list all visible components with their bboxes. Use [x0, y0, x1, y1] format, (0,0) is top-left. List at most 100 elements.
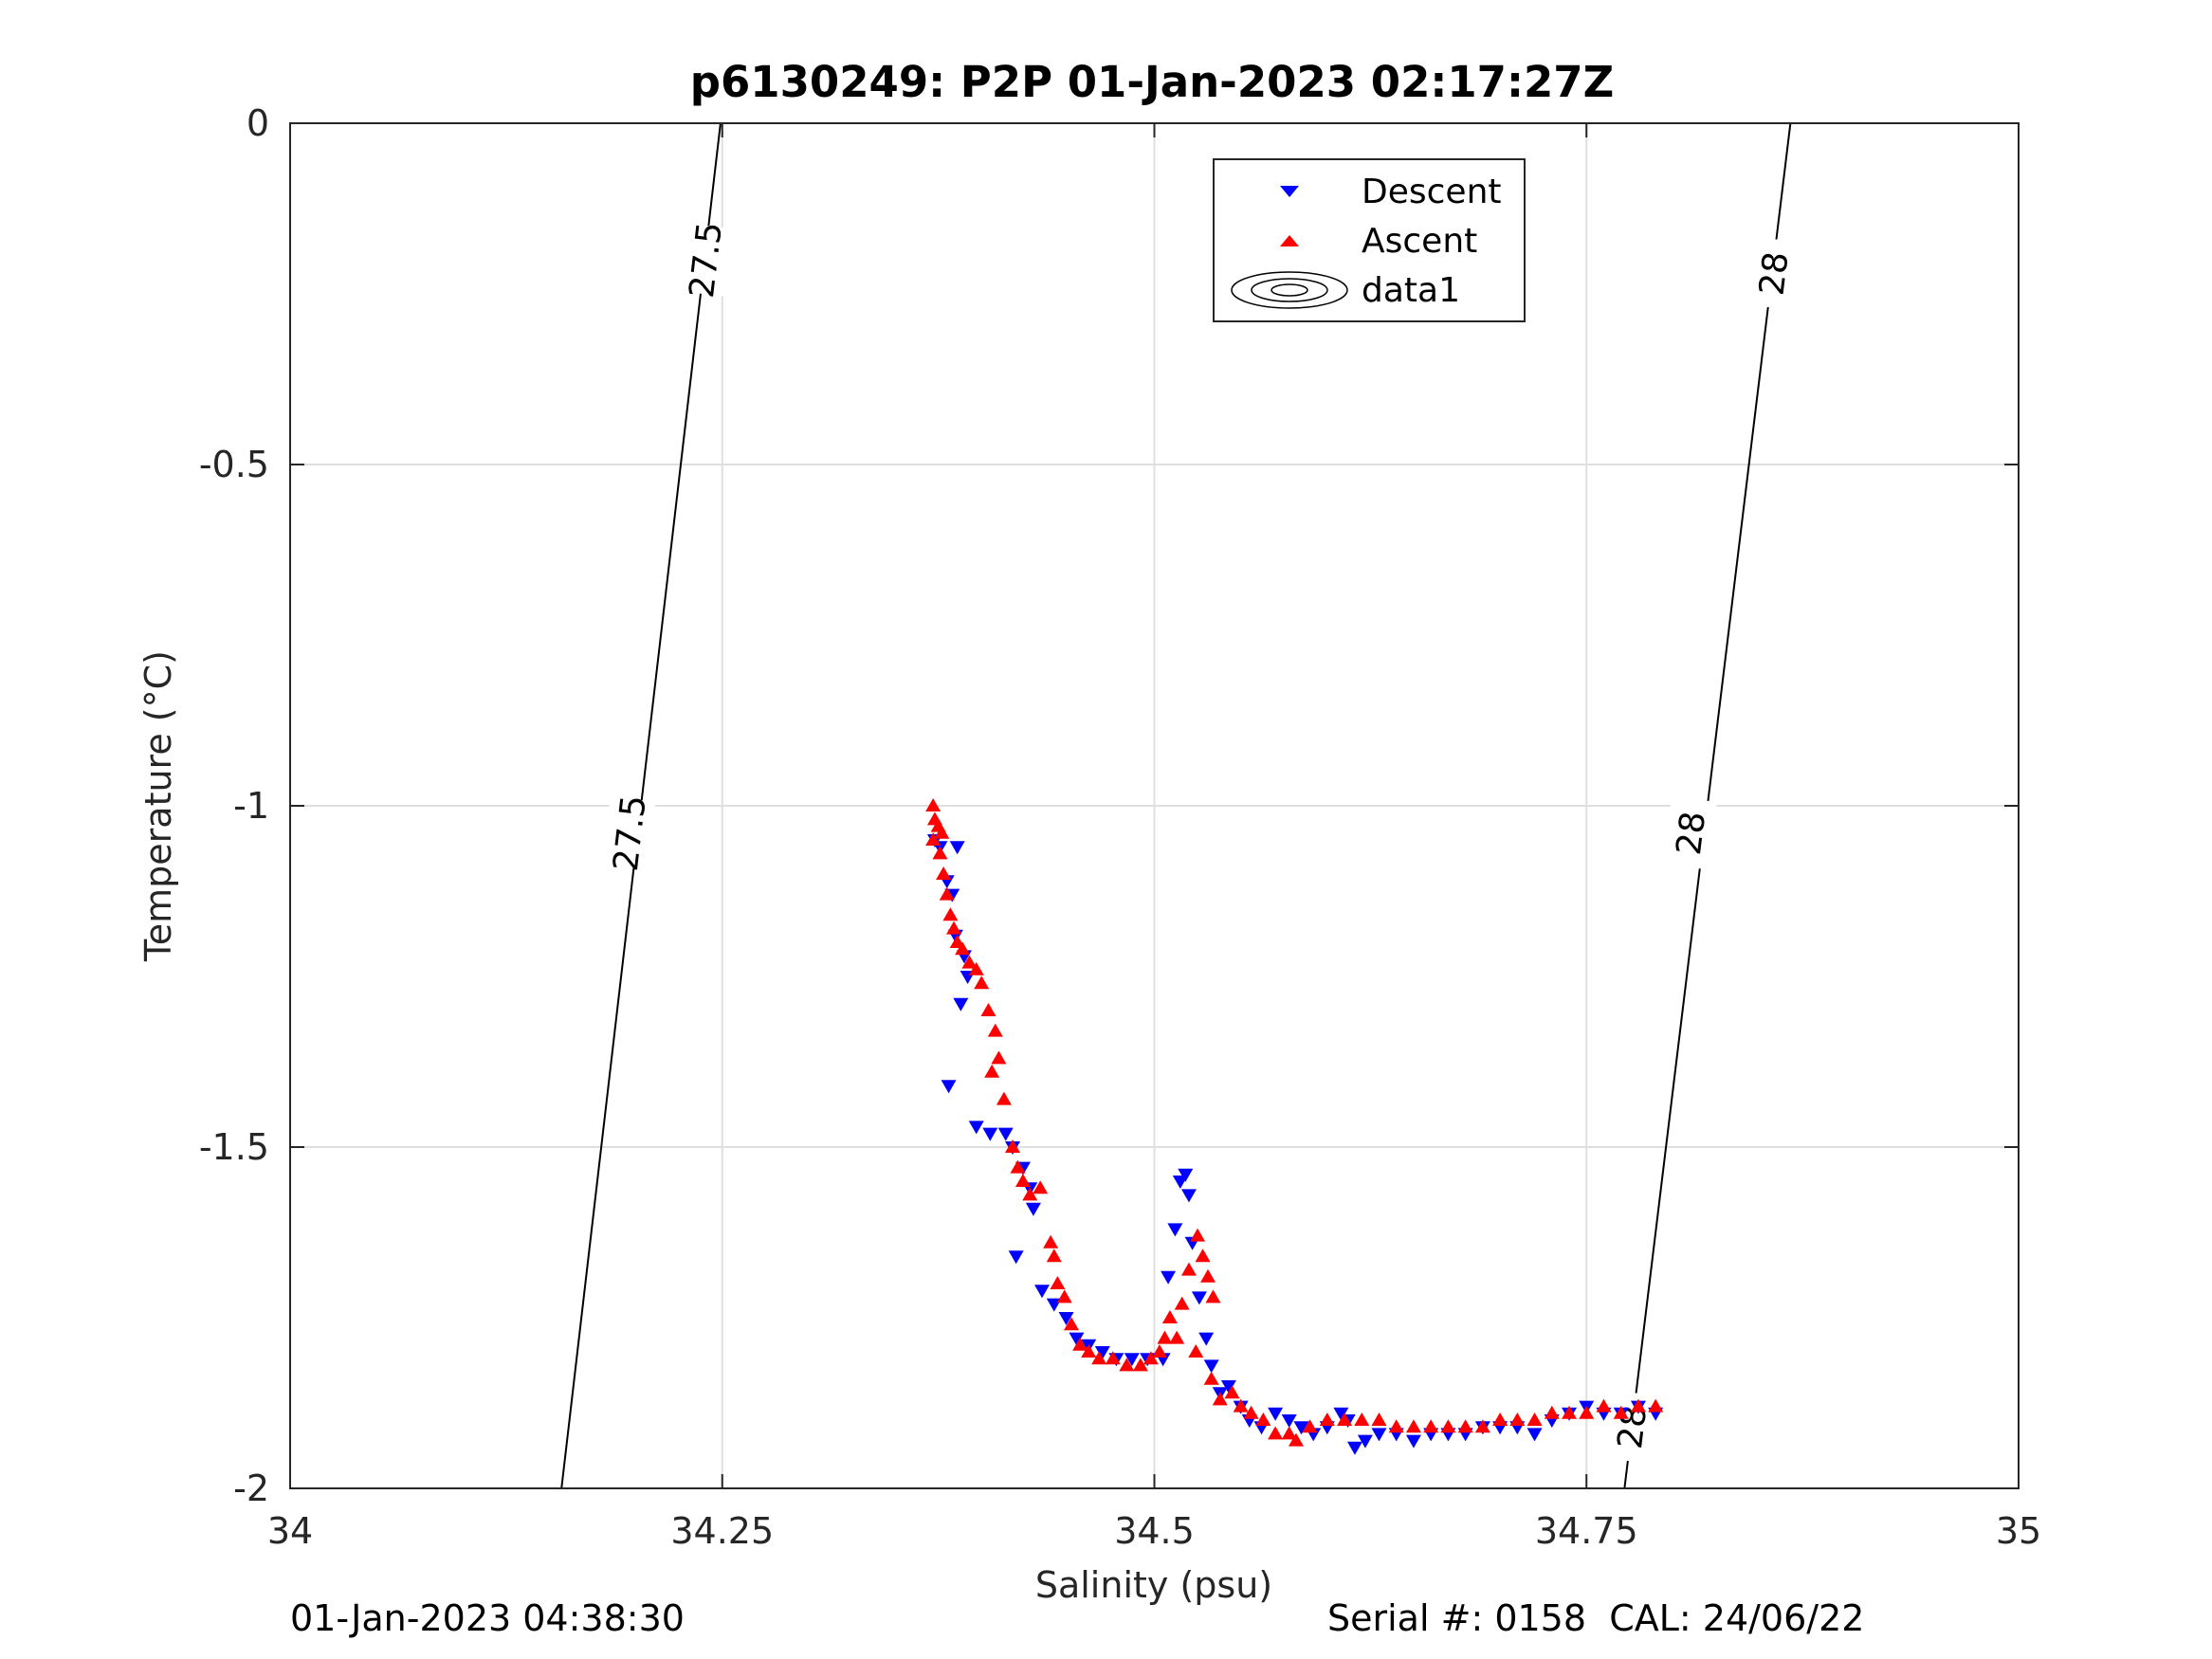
- ascent-point: [1405, 1419, 1421, 1433]
- x-tick-label: 34.5: [1114, 1510, 1195, 1552]
- ascent-point: [1190, 1228, 1206, 1242]
- ascent-point: [1081, 1344, 1097, 1358]
- ascent-point: [1005, 1139, 1021, 1153]
- ascent-point: [996, 1091, 1012, 1105]
- ascent-point: [1050, 1276, 1066, 1289]
- descent-point: [982, 1127, 998, 1141]
- ascent-point: [1195, 1249, 1211, 1263]
- ascent-point: [1119, 1358, 1135, 1372]
- ascent-point: [1281, 1426, 1297, 1440]
- ascent-point: [1205, 1289, 1221, 1304]
- ascent-point: [1200, 1268, 1216, 1283]
- descent-point: [1203, 1359, 1219, 1374]
- ascent-point: [1526, 1413, 1543, 1426]
- ascent-point: [1169, 1330, 1185, 1344]
- ascent-point: [1224, 1385, 1240, 1399]
- contour-label-gap: [678, 223, 732, 297]
- contour-label: 27.5: [683, 220, 730, 300]
- ascent-point: [925, 832, 941, 846]
- ascent-point: [961, 955, 978, 969]
- ascent-point: [934, 825, 950, 839]
- descent-point: [1180, 1189, 1197, 1203]
- ascent-point: [991, 1050, 1007, 1065]
- x-tick-label: 34.25: [670, 1510, 774, 1552]
- contour-label-gap: [1746, 236, 1801, 311]
- y-tick-label: -2: [233, 1468, 269, 1509]
- ascent-point: [1188, 1344, 1204, 1358]
- ascent-point: [1043, 1234, 1059, 1249]
- ascent-point: [1072, 1337, 1088, 1351]
- descent-point: [1371, 1428, 1387, 1442]
- grid-lines: [290, 123, 2019, 1488]
- ascent-point: [1268, 1426, 1284, 1440]
- descent-point: [1405, 1434, 1421, 1449]
- descent-point: [997, 1127, 1014, 1141]
- ascent-point: [1243, 1405, 1259, 1419]
- y-axis-ticks: 0 -0.5 -1 -1.5 -2: [199, 102, 2019, 1509]
- ascent-point: [1423, 1419, 1439, 1433]
- descent-point: [1094, 1346, 1110, 1359]
- descent-point: [1069, 1332, 1085, 1346]
- ascent-point: [1579, 1405, 1595, 1419]
- y-tick-label: -1: [233, 785, 269, 827]
- ascent-point: [1255, 1413, 1271, 1426]
- descent-point: [1058, 1312, 1074, 1325]
- ascent-point: [1354, 1413, 1370, 1426]
- ascent-point: [984, 1064, 1000, 1078]
- y-axis-label: Temperature (°C): [137, 650, 179, 962]
- ascent-point: [1143, 1351, 1159, 1365]
- ascent-point: [1288, 1432, 1304, 1447]
- chart-title: p6130249: P2P 01-Jan-2023 02:17:27Z: [690, 57, 1615, 107]
- legend: Descent Ascent data1: [1213, 158, 1526, 322]
- descent-point: [1357, 1434, 1373, 1449]
- x-axis-ticks: 34 34.25 34.5 34.75 35: [267, 123, 2041, 1552]
- ascent-point: [968, 961, 984, 975]
- x-axis-label: Salinity (psu): [1035, 1564, 1272, 1606]
- ascent-point: [1596, 1398, 1612, 1413]
- ascent-point: [1022, 1187, 1038, 1201]
- descent-point: [1178, 1168, 1194, 1182]
- ascent-point: [936, 866, 952, 880]
- ascent-point: [1388, 1419, 1404, 1433]
- ascent-point: [942, 907, 959, 921]
- descent-point: [1220, 1380, 1236, 1394]
- y-tick-label: -0.5: [199, 444, 269, 485]
- ascent-point: [1337, 1413, 1353, 1426]
- legend-contour-icon: [1231, 271, 1348, 309]
- y-tick-label: -1.5: [199, 1126, 269, 1168]
- legend-ascent-marker: [1280, 235, 1299, 246]
- contour-label: 27.5: [607, 793, 654, 873]
- ascent-point: [1010, 1159, 1026, 1174]
- ascent-point: [1180, 1262, 1197, 1276]
- x-tick-label: 34: [267, 1510, 313, 1552]
- descent-point: [941, 1080, 957, 1094]
- ascent-point: [1474, 1419, 1490, 1433]
- ascent-point: [932, 846, 948, 860]
- legend-box: [1213, 158, 1526, 322]
- ascent-point: [1648, 1398, 1664, 1413]
- ascent-point: [1613, 1405, 1629, 1419]
- ascent-point: [1492, 1413, 1508, 1426]
- ascent-point: [974, 975, 990, 990]
- ascent-point: [1015, 1174, 1031, 1187]
- descent-point: [1346, 1441, 1362, 1455]
- ascent-point: [1319, 1413, 1335, 1426]
- descent-point: [1293, 1421, 1309, 1435]
- ascent-point: [1371, 1413, 1387, 1426]
- ascent-point: [1105, 1351, 1121, 1365]
- ascent-point: [939, 886, 955, 901]
- contour-label-gap: [1663, 796, 1717, 870]
- legend-descent-label: Descent: [1362, 173, 1502, 211]
- y-tick-label: 0: [247, 102, 269, 144]
- ascent-point: [1544, 1405, 1560, 1419]
- ascent-point: [946, 921, 962, 935]
- ascent-point: [1457, 1419, 1473, 1433]
- ascent-point: [1151, 1344, 1167, 1358]
- descent-point: [1025, 1202, 1041, 1216]
- descent-point: [953, 997, 969, 1012]
- descent-point: [1008, 1250, 1024, 1265]
- ascent-point: [1562, 1405, 1578, 1419]
- ascent-point: [1233, 1398, 1249, 1413]
- ascent-point: [1630, 1398, 1646, 1413]
